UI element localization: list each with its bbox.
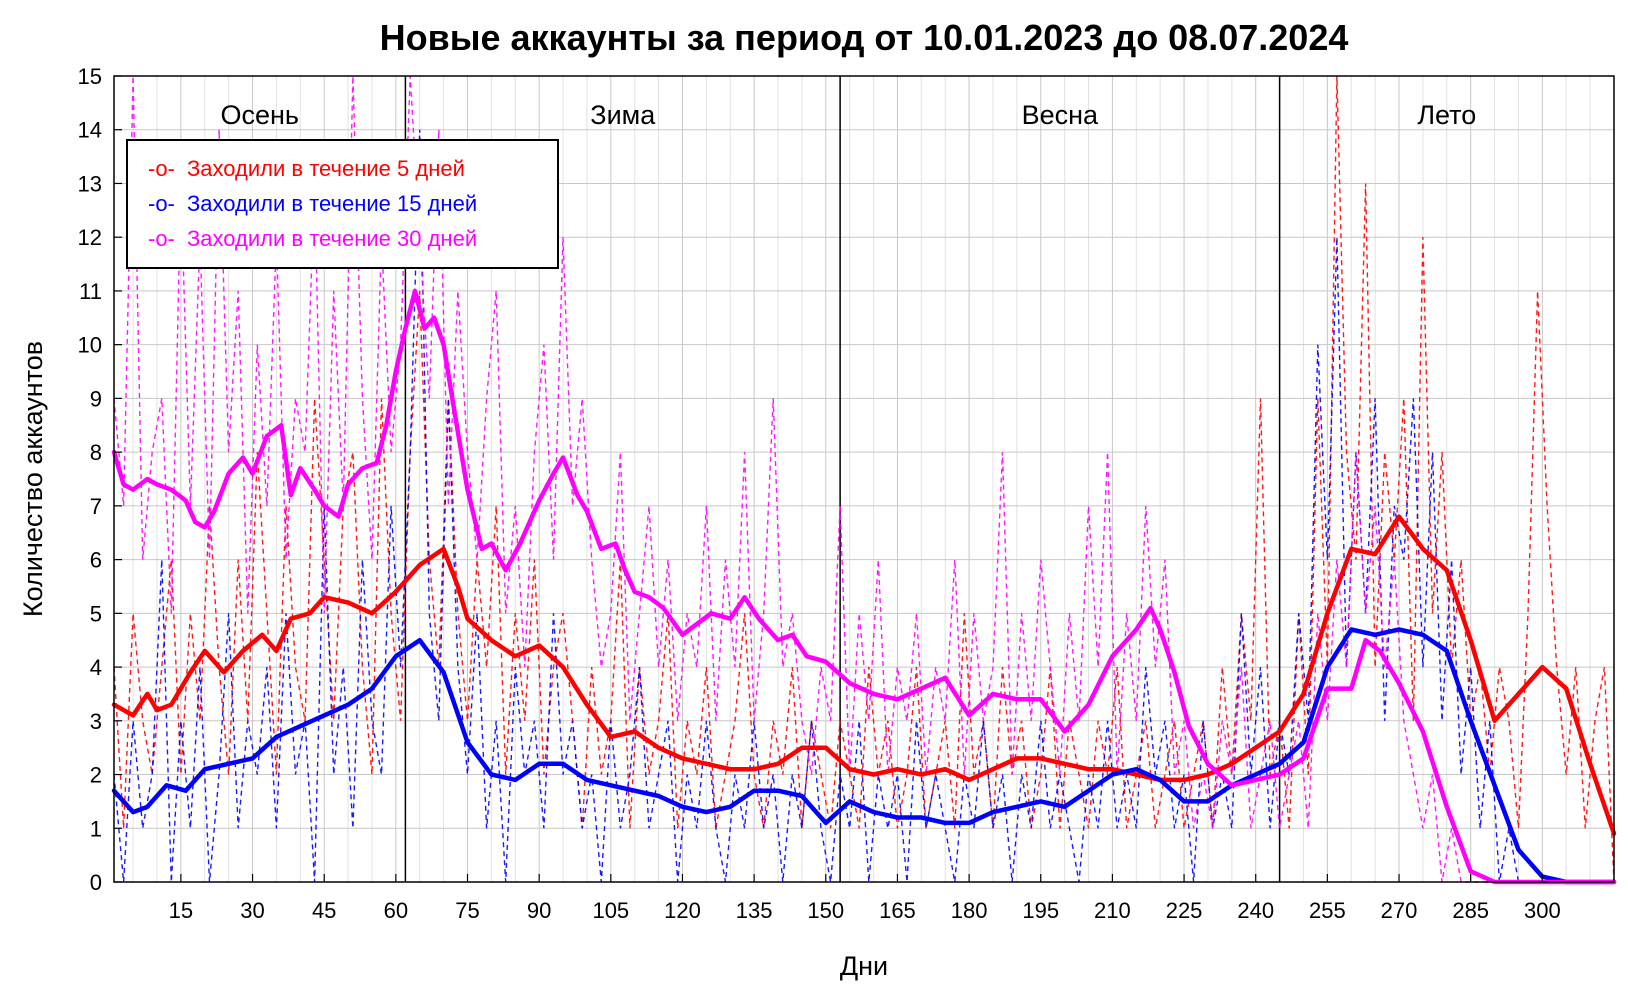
daily-series — [113, 75, 1615, 883]
y-tick-label: 11 — [79, 279, 102, 304]
x-tick-label: 30 — [240, 898, 264, 923]
y-tick-label: 6 — [90, 548, 102, 573]
y-tick-label: 3 — [90, 709, 102, 734]
season-labels: Осень Зима Весна Лето — [220, 100, 1476, 130]
x-tick-label: 240 — [1237, 898, 1274, 923]
x-tick-label: 225 — [1166, 898, 1203, 923]
x-tick-label: 195 — [1022, 898, 1059, 923]
legend: -o- Заходили в течение 5 дней -o- Заходили … — [126, 139, 559, 269]
legend-label-1: Заходили в течение 5 дней — [187, 156, 465, 181]
x-axis-ticks: 15 30 45 60 75 90 105 120 135 150 165 180 195 210 225 2… — [169, 874, 1561, 923]
chart-title: Новые аккаунты за период от 10.01.2023 д… — [380, 17, 1349, 58]
smoothed-series — [111, 288, 1617, 885]
x-tick-label: 90 — [527, 898, 551, 923]
x-tick-label: 270 — [1381, 898, 1418, 923]
x-tick-label: 255 — [1309, 898, 1346, 923]
x-axis-label: Дни — [840, 951, 888, 981]
x-tick-label: 60 — [384, 898, 408, 923]
y-tick-label: 2 — [90, 763, 102, 788]
daily-line-1 — [113, 75, 1615, 883]
x-tick-label: 45 — [312, 898, 336, 923]
season-label: Зима — [590, 100, 656, 130]
y-tick-label: 5 — [90, 601, 102, 626]
y-axis-label: Количество аккаунтов — [18, 341, 48, 617]
y-tick-label: 7 — [90, 494, 102, 519]
y-tick-label: 14 — [78, 118, 102, 143]
legend-marker-2: -o- — [148, 191, 175, 216]
y-tick-label: 1 — [90, 816, 102, 841]
y-tick-label: 0 — [90, 870, 102, 895]
plot-frame — [113, 75, 1615, 883]
x-tick-label: 165 — [879, 898, 916, 923]
y-tick-label: 9 — [90, 386, 102, 411]
x-tick-label: 105 — [592, 898, 629, 923]
legend-marker-3: -o- — [148, 226, 175, 251]
legend-box — [126, 139, 559, 269]
x-tick-label: 15 — [169, 898, 193, 923]
y-tick-label: 10 — [78, 333, 102, 358]
y-tick-label: 12 — [78, 225, 102, 250]
legend-label-3: Заходили в течение 30 дней — [187, 226, 477, 251]
daily-line-3 — [113, 75, 1614, 883]
x-tick-label: 120 — [664, 898, 701, 923]
y-tick-label: 13 — [78, 171, 102, 196]
x-tick-label: 300 — [1524, 898, 1561, 923]
x-tick-label: 150 — [807, 898, 844, 923]
legend-marker-1: -o- — [148, 156, 175, 181]
x-tick-label: 210 — [1094, 898, 1131, 923]
season-label: Весна — [1022, 100, 1099, 130]
x-tick-label: 135 — [736, 898, 773, 923]
season-label: Осень — [220, 100, 299, 130]
smoothed-line-3 — [111, 288, 1617, 885]
x-tick-label: 180 — [951, 898, 988, 923]
x-tick-label: 285 — [1452, 898, 1489, 923]
y-tick-label: 15 — [78, 64, 102, 89]
y-tick-label: 4 — [90, 655, 102, 680]
y-tick-label: 8 — [90, 440, 102, 465]
legend-label-2: Заходили в течение 15 дней — [187, 191, 477, 216]
season-label: Лето — [1417, 100, 1476, 130]
smoothed-line-2 — [111, 627, 1617, 885]
smoothed-line-1 — [111, 514, 1617, 836]
x-tick-label: 75 — [455, 898, 479, 923]
